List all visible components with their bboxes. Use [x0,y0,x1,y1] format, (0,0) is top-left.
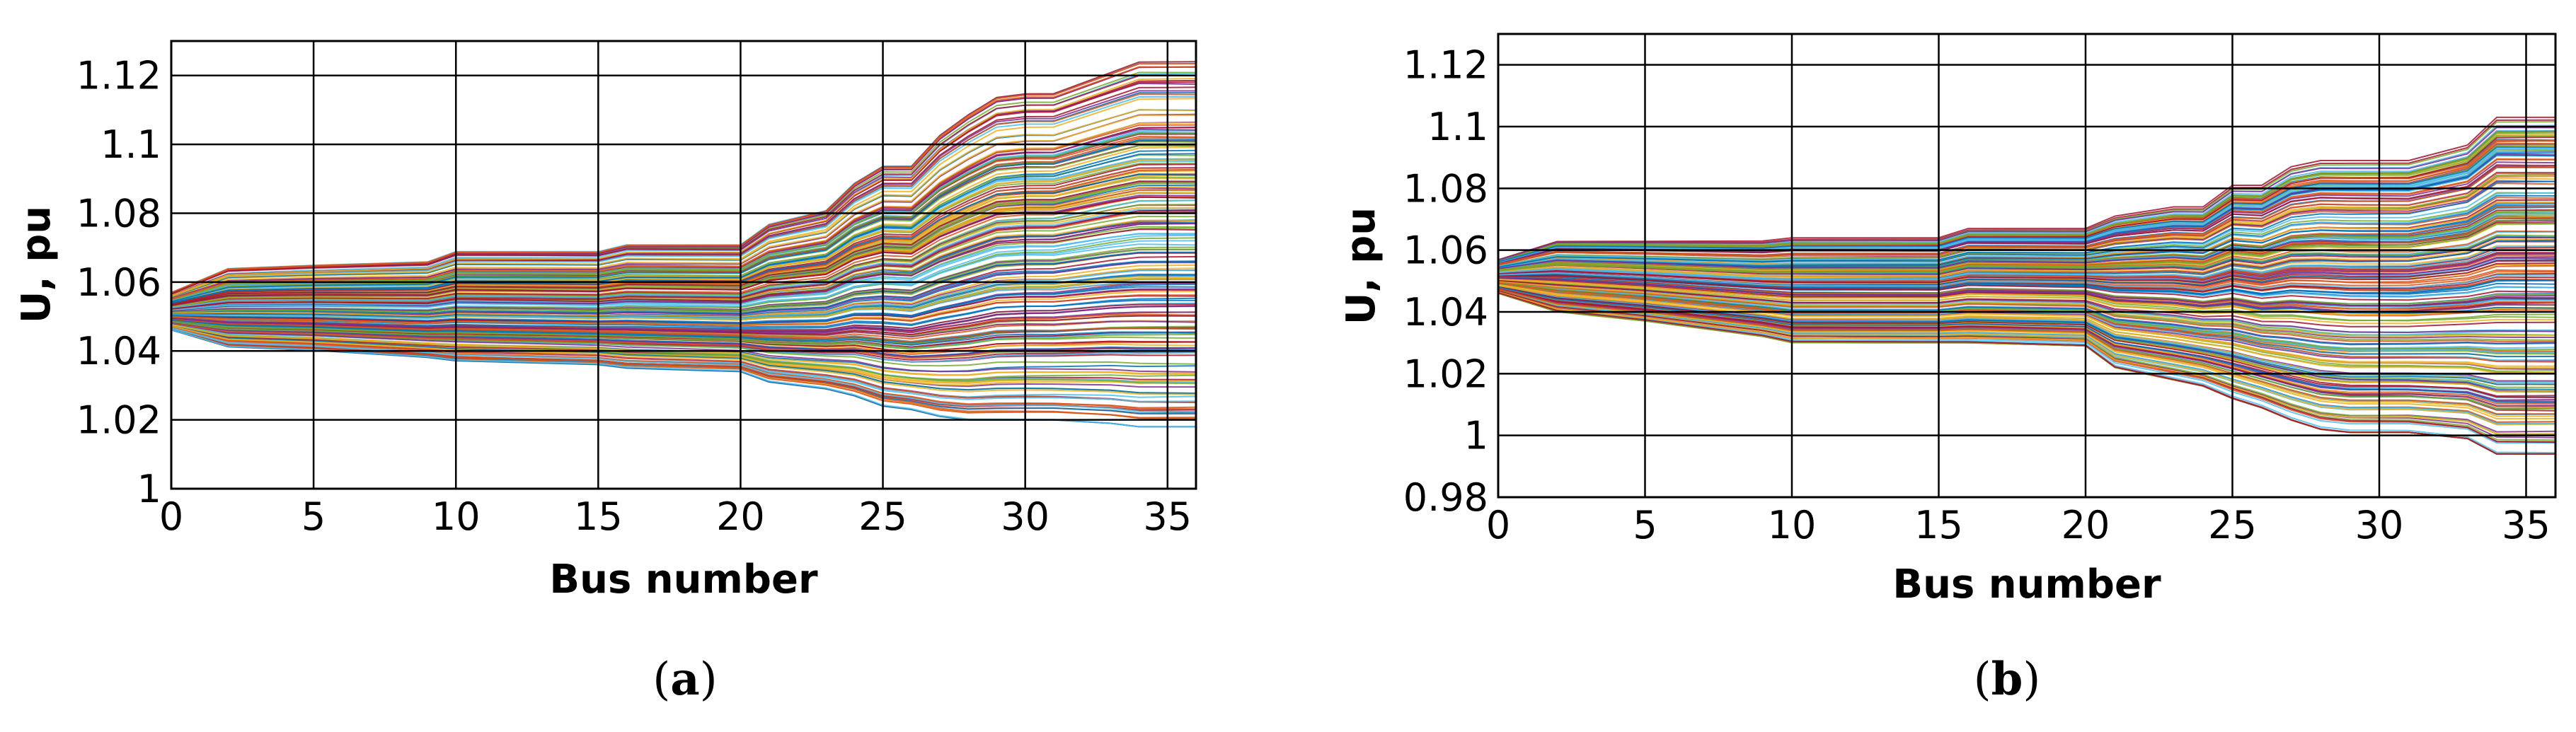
y-tick-label: 1.1 [1427,105,1488,149]
x-tick-label: 25 [858,494,907,539]
y-tick-label: 1.04 [1403,290,1488,335]
panel-label-b: (b) [1974,653,2041,706]
x-tick-label: 35 [1143,494,1192,539]
series-group [171,61,1197,428]
x-tick-label: 35 [2502,503,2551,547]
x-axis-title: Bus number [549,557,818,603]
y-tick-label: 1 [137,467,161,511]
y-axis-ticks: 0.98 1 1.02 1.04 1.06 1.08 1.1 1.12 [1403,43,1488,520]
x-tick-label: 0 [1486,503,1510,547]
x-tick-label: 10 [432,494,481,539]
x-tick-label: 0 [159,494,183,539]
y-tick-label: 1.08 [1403,166,1488,211]
plot-frame [1497,33,2557,499]
x-tick-label: 15 [574,494,623,539]
y-tick-label: 1.06 [76,260,161,305]
y-tick-label: 1.12 [1403,43,1488,88]
x-tick-label: 30 [2355,503,2404,547]
y-tick-label: 0.98 [1403,475,1488,520]
x-axis-title: Bus number [1892,562,2161,608]
svg-text:(a): (a) [652,653,717,706]
x-tick-label: 20 [2062,503,2110,547]
panel-label-b-text: b [1991,653,2023,706]
chart-panel-a: 0 5 10 15 20 25 30 35 11.021.041.061.081.11.12 … [13,40,1197,603]
x-tick-label: 10 [1768,503,1817,547]
x-tick-label: 30 [1001,494,1050,539]
y-axis-title: U, pu [13,206,59,323]
x-tick-label: 15 [1914,503,1963,547]
y-tick-label: 1.04 [76,329,161,373]
x-tick-label: 5 [301,494,326,539]
y-tick-label: 1.1 [100,122,161,167]
panel-label-a: (a) [652,653,717,706]
plot-frame [170,40,1197,490]
y-tick-label: 1 [1464,414,1488,458]
series-group [1497,116,2556,455]
x-tick-label: 20 [716,494,765,539]
y-tick-label: 1.02 [76,398,161,443]
y-axis-ticks: 1 1.02 1.04 1.06 1.08 1.1 1.12 [76,54,161,511]
y-axis-title: U, pu [1338,207,1384,325]
svg-text:(b): (b) [1974,653,2041,706]
x-axis-ticks: 0 5 10 15 20 25 30 35 [1486,503,2551,547]
y-tick-label: 1.08 [76,191,161,236]
y-tick-label: 1.02 [1403,352,1488,396]
panel-label-a-text: a [670,653,699,706]
y-tick-label: 1.12 [76,54,161,98]
chart-panel-b: 0 5 10 15 20 25 30 35 0.98 1 1.02 1.04 1.06 1.08 1.1 1… [1338,33,2557,608]
x-tick-label: 5 [1633,503,1657,547]
x-axis-ticks: 0 5 10 15 20 25 30 35 [159,494,1192,539]
x-tick-label: 25 [2208,503,2257,547]
y-tick-label: 1.06 [1403,228,1488,273]
